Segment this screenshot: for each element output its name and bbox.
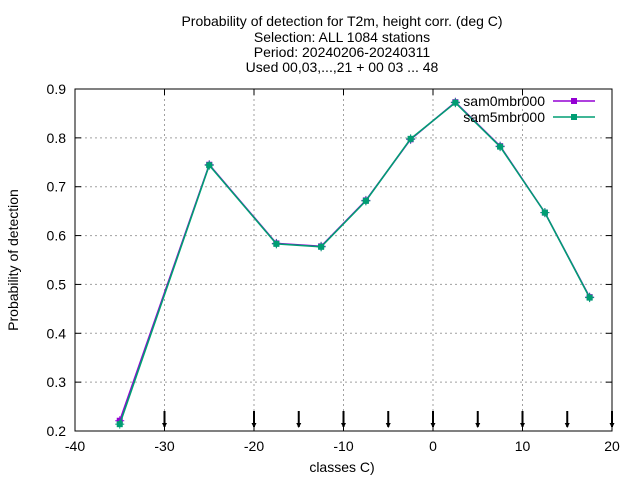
axis-labels: Probability of detection for T2m, height… bbox=[5, 13, 503, 475]
series-line bbox=[118, 101, 591, 422]
x-tick-label: -30 bbox=[154, 438, 174, 454]
class-marker-head bbox=[430, 423, 436, 428]
y-tick-label: 0.5 bbox=[47, 276, 67, 292]
y-tick-label: 0.6 bbox=[47, 228, 67, 244]
x-tick-label: 0 bbox=[429, 438, 437, 454]
series-line bbox=[118, 101, 591, 425]
x-tick-label: 10 bbox=[515, 438, 531, 454]
class-marker-head bbox=[564, 423, 570, 428]
x-tick-label: -20 bbox=[244, 438, 264, 454]
plot-axes: -40 -30 -20 -10 0 10 20 0.2 0.3 0.4 0.5 0.6 0.7 0.8 0.… bbox=[47, 81, 620, 454]
legend-marker bbox=[571, 114, 577, 120]
legend-label: sam0mbr000 bbox=[463, 93, 545, 109]
series-lines bbox=[115, 97, 595, 429]
class-marker-head bbox=[609, 423, 615, 428]
class-marker-head bbox=[475, 423, 481, 428]
chart-title-line-4: Used 00,03,...,21 + 00 03 ... 48 bbox=[246, 59, 439, 75]
chart-title-line-3: Period: 20240206-20240311 bbox=[254, 44, 431, 60]
chart-title-line-2: Selection: ALL 1084 stations bbox=[254, 29, 430, 45]
class-marker-head bbox=[385, 423, 391, 428]
class-marker-head bbox=[341, 423, 346, 428]
class-marker-head bbox=[296, 423, 302, 428]
class-marker-head bbox=[162, 423, 167, 428]
y-tick-label: 0.7 bbox=[47, 179, 67, 195]
grid-lines bbox=[75, 89, 612, 431]
chart-title-line-1: Probability of detection for T2m, height… bbox=[181, 13, 502, 29]
x-tick-label: -10 bbox=[333, 438, 353, 454]
y-tick-label: 0.9 bbox=[47, 81, 67, 97]
y-tick-label: 0.4 bbox=[47, 325, 67, 341]
x-axis-label: classes C) bbox=[309, 459, 374, 475]
class-marker-head bbox=[520, 423, 525, 428]
series-sam5mbr000 bbox=[115, 98, 595, 429]
legend-label: sam5mbr000 bbox=[463, 109, 545, 125]
x-tick-label: 20 bbox=[604, 438, 620, 454]
x-tick-label: -40 bbox=[65, 438, 85, 454]
y-tick-label: 0.3 bbox=[47, 374, 67, 390]
class-markers bbox=[162, 411, 615, 428]
class-marker-head bbox=[251, 423, 257, 428]
series-sam0mbr000 bbox=[115, 97, 595, 426]
legend-marker bbox=[571, 98, 577, 104]
y-tick-label: 0.2 bbox=[47, 423, 67, 439]
y-axis-label: Probability of detection bbox=[5, 189, 21, 331]
y-tick-label: 0.8 bbox=[47, 130, 67, 146]
